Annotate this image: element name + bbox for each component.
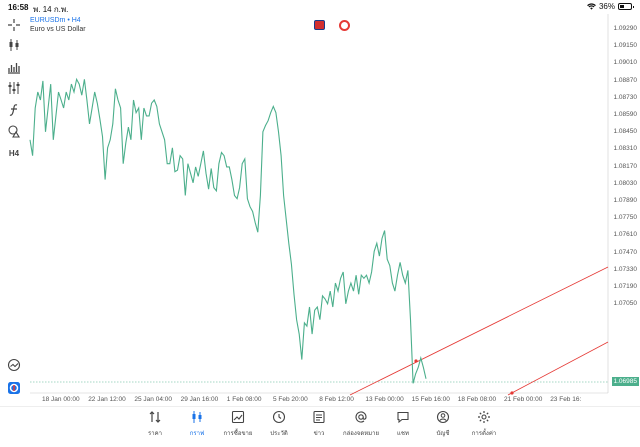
indicators-button[interactable] [5, 59, 23, 75]
symbol-description: Euro vs US Dollar [30, 26, 86, 33]
gear-icon [478, 411, 490, 423]
battery-icon [618, 3, 634, 10]
status-right: 36% [587, 2, 634, 11]
price-axis-label: 1.09150 [613, 42, 638, 50]
account-icon [436, 410, 450, 424]
nav-chat[interactable]: แชท [383, 410, 423, 438]
nav-account-label: บัญชี [436, 431, 450, 437]
trade-history-button[interactable] [5, 357, 23, 373]
shapes-icon [8, 125, 20, 138]
chart-type-button[interactable] [5, 37, 23, 53]
price-axis-label: 1.09290 [613, 25, 638, 32]
status-date: พ. 14 ก.พ. [33, 5, 69, 14]
price-chart[interactable] [0, 14, 640, 406]
nav-settings[interactable]: การตั้งค่า [464, 410, 504, 438]
nav-mailbox[interactable]: กล่องจดหมาย [341, 410, 381, 438]
symbol-name: EURUSDm • H4 [30, 17, 81, 24]
function-button[interactable] [5, 102, 23, 118]
price-series-line [29, 77, 427, 384]
timeframe-button[interactable]: H4 [5, 145, 23, 161]
wifi-icon [587, 3, 596, 10]
battery-percent: 36% [598, 2, 615, 11]
function-icon [9, 104, 18, 116]
time-axis-label: 22 Jan 12:00 [88, 396, 126, 403]
flag-icon[interactable] [314, 20, 325, 30]
crosshair-tool-button[interactable] [5, 17, 23, 33]
trendline-anchor-point[interactable] [414, 359, 418, 363]
price-axis-label: 1.08310 [613, 145, 638, 153]
at-sign-icon [355, 411, 367, 423]
left-toolbar: H4 [0, 14, 30, 406]
nav-chat-label: แชท [397, 431, 409, 437]
chart-badges [314, 20, 350, 31]
price-axis-label: 1.08590 [613, 111, 638, 118]
nav-account[interactable]: บัญชี [423, 410, 463, 438]
time-axis-label: 21 Feb 00:00 [504, 396, 543, 403]
price-axis-label: 1.07750 [613, 214, 638, 222]
price-axis-label: 1.07330 [613, 265, 638, 273]
price-axis-label: 1.08870 [613, 76, 638, 84]
price-axis-label: 1.08450 [613, 128, 638, 136]
broker-logo-button[interactable] [5, 380, 23, 396]
time-axis-label: 18 Feb 08:00 [457, 396, 497, 403]
status-bar: 16:58 พ. 14 ก.พ. 36% [0, 0, 640, 14]
time-axis-label: 25 Jan 04:00 [134, 396, 172, 403]
nav-news[interactable]: ข่าว [299, 410, 339, 438]
news-icon [313, 410, 325, 424]
gauge-icon [7, 358, 21, 372]
price-axis-label: 1.07190 [613, 283, 638, 290]
price-axis-label: 1.07050 [613, 300, 638, 308]
nav-quotes[interactable]: ราคา [135, 410, 175, 438]
price-axis-label: 1.07890 [613, 197, 638, 204]
time-axis-label: 5 Feb 20:00 [273, 396, 308, 403]
time-axis-label: 8 Feb 12:00 [319, 396, 354, 403]
signal-circle-icon[interactable] [339, 20, 350, 31]
quotes-icon [149, 411, 161, 423]
nav-chart[interactable]: กราฟ [177, 410, 217, 438]
chart-icon [192, 411, 202, 423]
trade-icon [231, 410, 245, 424]
nav-history[interactable]: ประวัติ [259, 410, 299, 438]
symbol-info[interactable]: EURUSDm • H4 Euro vs US Dollar [30, 16, 86, 34]
sliders-icon [8, 82, 20, 94]
price-axis-label: 1.08730 [613, 93, 638, 101]
nav-mailbox-label: กล่องจดหมาย [342, 431, 380, 437]
chat-icon [397, 411, 409, 424]
nav-settings-label: การตั้งค่า [471, 431, 497, 437]
price-axis-label: 1.09010 [613, 59, 638, 67]
nav-trade[interactable]: การซื้อขาย [218, 410, 258, 438]
nav-trade-label: การซื้อขาย [223, 431, 253, 437]
time-axis-label: 15 Feb 16:00 [411, 396, 450, 403]
broker-logo-icon [8, 382, 20, 394]
price-axis-label: 1.07470 [613, 248, 638, 256]
time-axis-label: 23 Feb 16: [550, 396, 582, 403]
bar-chart-icon [8, 63, 20, 74]
history-icon [272, 410, 286, 424]
time-axis-label: 13 Feb 00:00 [365, 396, 404, 403]
trendline-lower[interactable] [507, 341, 609, 396]
time-axis-label: 1 Feb 08:00 [226, 396, 262, 403]
drawing-tools-button[interactable] [5, 123, 23, 139]
crosshair-icon [8, 19, 20, 31]
time-axis-label: 29 Jan 16:00 [180, 396, 219, 403]
price-axis-label: 1.08170 [613, 162, 638, 170]
time-axis-label: 18 Jan 00:00 [42, 396, 80, 403]
candlestick-icon [9, 39, 19, 51]
nav-quotes-label: ราคา [148, 431, 162, 437]
timeframe-label: H4 [8, 148, 20, 158]
nav-news-label: ข่าว [313, 431, 325, 437]
trendline-upper[interactable] [349, 266, 609, 396]
price-axis-label: 1.07610 [613, 231, 638, 239]
status-time: 16:58 [8, 3, 29, 12]
trendline-anchor-point[interactable] [510, 391, 514, 395]
price-axis-label: 1.08030 [613, 179, 638, 187]
nav-chart-label: กราฟ [189, 431, 205, 437]
settings-sliders-button[interactable] [5, 80, 23, 96]
bottom-navigation: ราคา กราฟ การซื้อขาย ประวัติ ข่าว กล่องจ… [0, 406, 640, 447]
current-price-tag: 1.06985 [611, 377, 639, 386]
nav-history-label: ประวัติ [270, 431, 288, 437]
